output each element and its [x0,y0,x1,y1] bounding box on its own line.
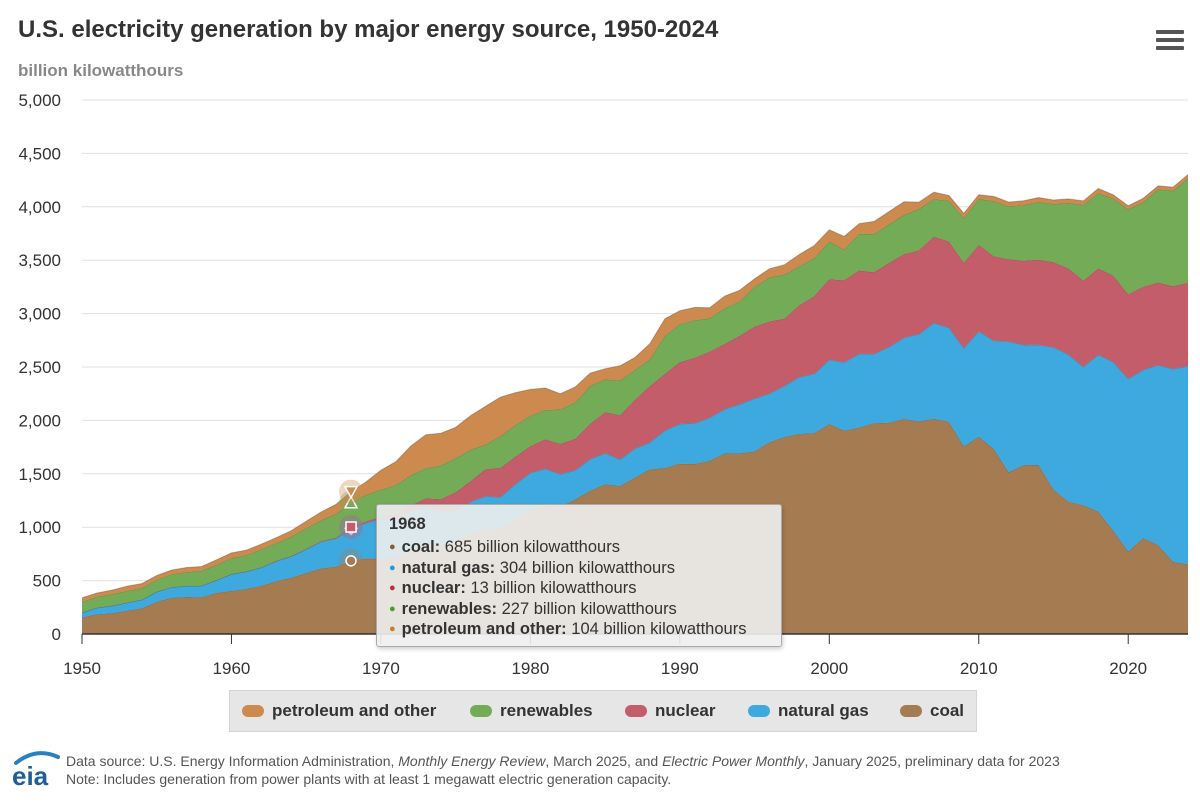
hover-marker-nuclear [345,521,357,533]
y-tick-label: 5,000 [18,91,61,110]
y-tick-label: 1,000 [18,518,61,537]
area-chart: 0 500 1,000 1,500 2,000 2,500 3,000 3,500 4,000 4… [18,91,1189,678]
tooltip-row-petroleum: ● petroleum and other: 104 billion kilowa… [389,619,781,640]
hover-marker-petroleum-and-other [343,485,359,500]
tooltip-value: 227 billion kilowatthours [501,599,677,618]
hover-marker-coal [345,555,357,567]
natural-gas-dot-icon: ● [389,561,396,574]
chart-title: U.S. electricity generation by major ene… [18,16,719,43]
x-tick-label: 1970 [362,659,400,678]
legend-item-coal[interactable]: coal [900,691,964,731]
legend-swatch [748,705,770,717]
legend-item-natural-gas[interactable]: natural gas [748,691,869,731]
hamburger-menu-icon[interactable] [1156,30,1184,54]
legend-label: petroleum and other [272,701,437,720]
legend-item-nuclear[interactable]: nuclear [625,691,715,731]
tooltip-value: 104 billion kilowatthours [571,620,747,638]
legend-item-renewables[interactable]: renewables [470,691,593,731]
tooltip-year: 1968 [389,515,426,533]
area-petroleum-and-other [82,174,1188,602]
source-note: Data source: U.S. Energy Information Adm… [66,752,1060,788]
tooltip-label: nuclear: [401,579,466,597]
x-tick-label: 2010 [960,659,998,678]
tooltip-label: coal: [401,538,441,556]
y-tick-label: 2,500 [18,358,61,377]
publication-name[interactable]: Electric Power Monthly [662,753,805,769]
x-tick-label: 1960 [213,659,251,678]
tooltip-label: petroleum and other: [401,620,567,638]
tooltip: 1968 ● coal: 685 billion kilowatthours ● n… [376,504,782,647]
logo-text: eia [12,761,49,789]
tooltip-value: 13 billion kilowatthours [470,579,637,597]
data-source-line: Data source: U.S. Energy Information Adm… [66,753,1060,769]
x-tick-label: 2000 [810,659,848,678]
tooltip-row-natural-gas: ● natural gas: 304 billion kilowatthours [389,558,781,579]
tooltip-value: 304 billion kilowatthours [499,558,675,577]
y-tick-label: 4,500 [18,144,61,163]
x-tick-label: 1990 [661,659,699,678]
legend-item-petroleum[interactable]: petroleum and other [242,691,436,731]
tooltip-row-coal: ● coal: 685 billion kilowatthours [389,537,781,558]
legend: petroleum and other renewables nuclear n… [229,690,977,732]
legend-swatch [625,705,647,717]
x-tick-label: 1950 [63,659,101,678]
tooltip-row-nuclear: ● nuclear: 13 billion kilowatthours [389,578,781,599]
petroleum-dot-icon: ● [389,623,396,635]
legend-swatch [900,705,922,717]
x-tick-label: 2020 [1109,659,1147,678]
y-tick-label: 3,000 [18,305,61,324]
area-nuclear [82,236,1188,613]
y-tick-label: 2,000 [18,411,61,430]
area-edge-petroleum-and-other [81,174,1189,599]
tooltip-row-renewables: ● renewables: 227 billion kilowatthours [389,599,781,620]
y-tick-label: 500 [33,572,61,591]
y-tick-label: 0 [52,625,61,644]
nuclear-dot-icon: ● [389,582,396,594]
units-label: billion kilowatthours [18,61,184,80]
publication-name[interactable]: Monthly Energy Review [398,753,546,769]
y-tick-label: 3,500 [18,251,61,270]
y-tick-label: 4,000 [18,198,61,217]
y-tick-label: 1,500 [18,465,61,484]
note-line: Note: Includes generation from power pla… [66,771,672,787]
legend-swatch [242,705,264,717]
area-renewables [82,178,1188,613]
legend-label: renewables [500,701,593,720]
legend-label: natural gas [778,701,869,720]
area-natural-gas [82,322,1188,618]
x-tick-label: 1980 [511,659,549,678]
renewables-dot-icon: ● [389,602,396,615]
hover-marker-renewables [343,495,359,509]
tooltip-label: natural gas: [401,558,496,577]
tooltip-value: 685 billion kilowatthours [444,538,620,556]
legend-swatch [470,705,492,717]
eia-logo-icon[interactable]: eia [10,747,62,789]
legend-label: coal [930,701,965,720]
legend-label: nuclear [655,701,716,720]
coal-dot-icon: ● [389,541,396,553]
tooltip-label: renewables: [401,599,498,618]
